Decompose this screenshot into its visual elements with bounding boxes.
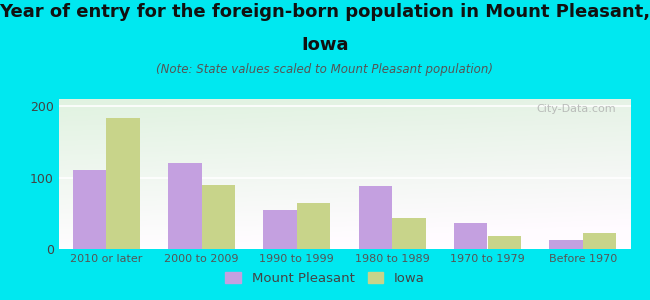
Bar — [454, 223, 488, 249]
Bar — [202, 185, 235, 249]
Bar — [549, 240, 583, 249]
Legend: Mount Pleasant, Iowa: Mount Pleasant, Iowa — [220, 267, 430, 290]
Bar — [106, 118, 140, 249]
Text: (Note: State values scaled to Mount Pleasant population): (Note: State values scaled to Mount Plea… — [157, 63, 493, 76]
Bar — [359, 186, 392, 249]
Text: Year of entry for the foreign-born population in Mount Pleasant,: Year of entry for the foreign-born popul… — [0, 3, 650, 21]
Text: City-Data.com: City-Data.com — [536, 103, 616, 113]
Bar — [297, 202, 330, 249]
Bar — [583, 233, 616, 249]
Bar — [73, 170, 106, 249]
Bar — [392, 218, 426, 249]
Bar — [168, 163, 202, 249]
Bar — [263, 210, 297, 249]
Text: Iowa: Iowa — [301, 36, 349, 54]
Bar — [488, 236, 521, 249]
